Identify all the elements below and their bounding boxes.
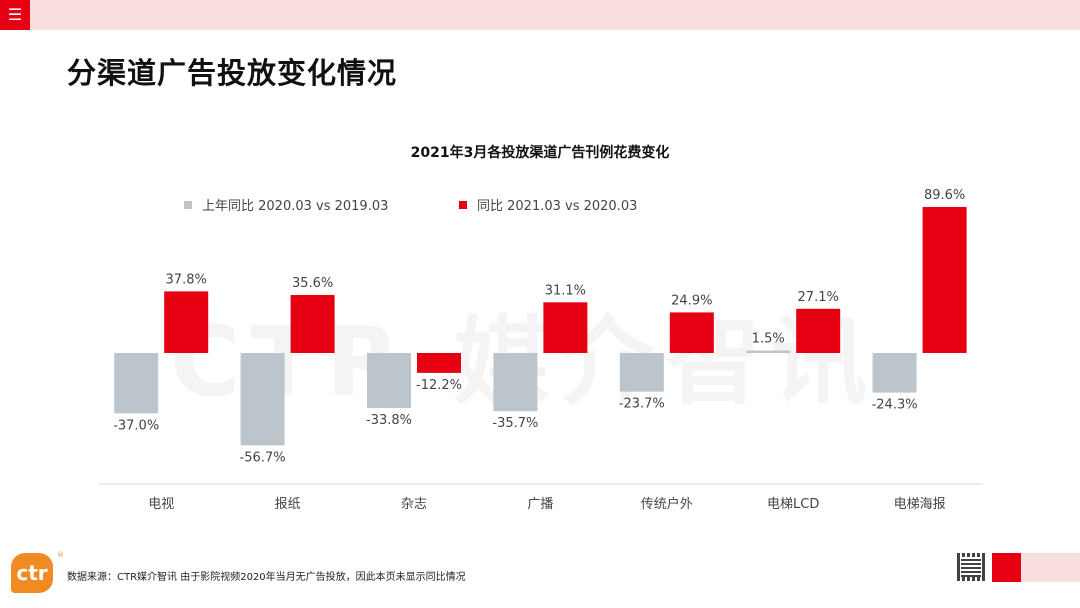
category-label-2: 杂志 xyxy=(401,497,427,512)
bar-prior-5 xyxy=(746,350,791,353)
data-label-current-1: 35.6% xyxy=(292,276,333,291)
category-label-5: 电梯LCD xyxy=(767,497,819,512)
qr-code-icon xyxy=(957,553,985,581)
legend-swatch-red xyxy=(459,200,467,209)
data-label-prior-6: -24.3% xyxy=(872,398,918,413)
page-title: 分渠道广告投放变化情况 xyxy=(67,56,398,90)
data-label-current-4: 24.9% xyxy=(671,293,712,308)
data-label-prior-1: -56.7% xyxy=(240,450,286,465)
data-label-current-2: -12.2% xyxy=(416,378,462,393)
chart-title: 2021年3月各投放渠道广告刊例花费变化 xyxy=(410,145,670,161)
menu-icon[interactable]: ☰ xyxy=(0,0,30,30)
data-label-prior-0: -37.0% xyxy=(113,418,159,433)
category-label-6: 电梯海报 xyxy=(894,497,946,512)
bar-prior-6 xyxy=(872,353,917,393)
legend-item-prior-year: 上年同比 2020.03 vs 2019.03 xyxy=(184,195,388,214)
bar-prior-4 xyxy=(619,353,664,392)
logo-registered-mark: ® xyxy=(57,551,64,559)
ctr-logo: ctr xyxy=(11,553,53,593)
legend-item-current-year: 同比 2021.03 vs 2020.03 xyxy=(459,195,637,214)
data-label-current-5: 27.1% xyxy=(798,290,839,305)
category-label-1: 报纸 xyxy=(275,497,301,512)
data-label-current-6: 89.6% xyxy=(924,188,965,203)
legend-label-prior-year: 上年同比 2020.03 vs 2019.03 xyxy=(202,199,389,214)
bar-current-1 xyxy=(290,294,335,353)
top-bar: ☰ xyxy=(0,0,1080,30)
bar-current-5 xyxy=(796,308,841,353)
data-label-prior-5: 1.5% xyxy=(752,332,785,347)
bar-prior-1 xyxy=(240,353,285,446)
category-label-0: 电视 xyxy=(148,497,174,512)
data-label-current-3: 31.1% xyxy=(545,283,586,298)
bar-current-0 xyxy=(164,291,209,353)
bar-current-3 xyxy=(543,302,588,353)
category-label-4: 传统户外 xyxy=(641,496,693,512)
bar-current-2 xyxy=(417,353,461,373)
data-label-current-0: 37.8% xyxy=(166,272,207,287)
bar-current-6 xyxy=(922,206,967,353)
bar-prior-2 xyxy=(367,353,411,409)
legend-label-current-year: 同比 2021.03 vs 2020.03 xyxy=(477,199,638,214)
bar-current-4 xyxy=(669,312,714,353)
data-label-prior-2: -33.8% xyxy=(366,413,412,428)
source-note: 数据来源：CTR媒介智讯 由于影院视频2020年当月无广告投放，因此本页未显示同… xyxy=(67,572,466,583)
bar-prior-3 xyxy=(493,353,538,412)
category-label-3: 广播 xyxy=(527,497,553,512)
footer-accent-pink xyxy=(1021,553,1080,582)
data-label-prior-3: -35.7% xyxy=(492,416,538,431)
bar-prior-0 xyxy=(114,353,159,414)
legend-swatch-gray xyxy=(184,200,192,209)
footer-accent-red xyxy=(992,553,1021,582)
data-label-prior-4: -23.7% xyxy=(619,397,665,412)
